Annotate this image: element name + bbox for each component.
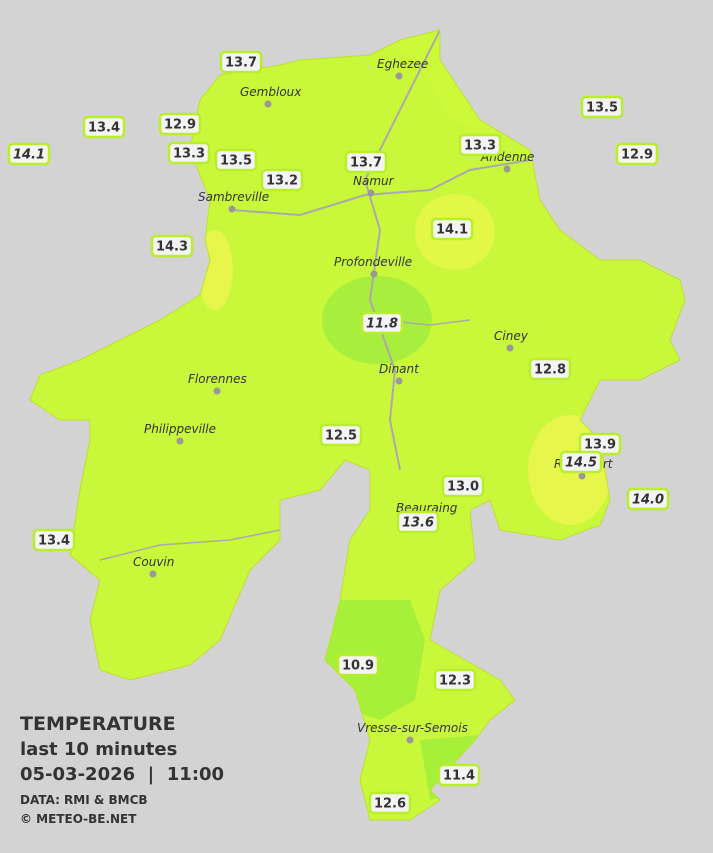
city-dot [213, 387, 221, 395]
city-label: Philippeville [144, 422, 216, 436]
river [231, 159, 531, 217]
temp-box [441, 474, 485, 498]
temp-label: 13.0 [447, 480, 479, 495]
temp-label: 13.5 [220, 154, 252, 169]
temp-label: 14.3 [156, 240, 188, 255]
river [363, 30, 441, 471]
river [99, 529, 281, 561]
city-dot [370, 270, 378, 278]
city-dot [176, 437, 184, 445]
temperatures: 13.7 13.4 14.1 12.9 13.3 13.5 13.2 13.7 13.3 13.5… [7, 50, 670, 815]
city-dot [228, 205, 236, 213]
city-dot [503, 165, 511, 173]
cities: EghezeeGemblouxAndenneNamurSambrevillePr… [133, 57, 614, 744]
warm-zone [197, 230, 233, 310]
temp-box [214, 148, 258, 172]
temp-label: 13.3 [173, 147, 205, 162]
temp-box [559, 450, 603, 474]
temp-label: 12.3 [439, 674, 471, 689]
temp-label: 14.1 [13, 148, 45, 163]
temp-label: 13.4 [88, 121, 120, 136]
temp-box [336, 653, 380, 677]
temp-label: 13.9 [584, 438, 616, 453]
temp-label: 12.9 [621, 148, 653, 163]
temp-label: 11.4 [443, 769, 475, 784]
temp-box [433, 668, 477, 692]
temp-box [260, 168, 304, 192]
city-label: Eghezee [377, 57, 428, 71]
temp-label: 12.5 [325, 429, 357, 444]
temp-box [150, 234, 194, 258]
temp-box [344, 150, 388, 174]
city-label: Profondeville [334, 255, 412, 269]
city-dot [367, 189, 375, 197]
city-dot [406, 736, 414, 744]
city-label: Florennes [188, 372, 247, 386]
temp-box [167, 141, 211, 165]
temp-box [7, 142, 51, 166]
temp-box [82, 115, 126, 139]
city-label: Sambreville [198, 190, 269, 204]
temp-box [396, 510, 440, 534]
temp-label: 14.1 [436, 223, 468, 238]
city-dot [506, 344, 514, 352]
temp-box [158, 112, 202, 136]
temp-box [615, 142, 659, 166]
legend-datetime: 05-03-2026 | 11:00 [20, 764, 224, 785]
temp-label: 13.3 [464, 139, 496, 154]
city-dot [578, 472, 586, 480]
city-dot [149, 570, 157, 578]
legend-copyright: © METEO-BE.NET [20, 812, 137, 826]
temp-label: 14.5 [565, 456, 597, 471]
temp-box [580, 95, 624, 119]
temp-label: 11.8 [366, 317, 398, 332]
temp-box [32, 528, 76, 552]
legend-period: last 10 minutes [20, 739, 177, 760]
temp-label: 13.5 [586, 101, 618, 116]
temp-box [437, 763, 481, 787]
temp-label: 13.7 [350, 156, 382, 171]
temp-box [458, 133, 502, 157]
temp-box [319, 423, 363, 447]
temp-box [368, 791, 412, 815]
temp-label: 12.6 [374, 797, 406, 812]
temp-label: 13.7 [225, 56, 257, 71]
legend-title: TEMPERATURE [20, 713, 176, 735]
temp-box [360, 311, 404, 335]
city-dot [264, 100, 272, 108]
city-label: Dinant [379, 362, 420, 376]
city-dot [395, 72, 403, 80]
temp-label: 12.9 [164, 118, 196, 133]
temp-label: 12.8 [534, 363, 566, 378]
city-label: Vresse-sur-Semois [357, 721, 468, 735]
temp-label: 10.9 [342, 659, 374, 674]
temp-label: 14.0 [632, 493, 664, 508]
city-label: Ciney [494, 329, 529, 343]
temp-label: 13.6 [402, 516, 434, 531]
legend-source: DATA: RMI & BMCB [20, 793, 148, 807]
temp-label: 13.2 [266, 174, 298, 189]
city-label: Gembloux [240, 85, 302, 99]
city-label: Namur [353, 174, 395, 188]
temp-box [626, 487, 670, 511]
city-dot [395, 377, 403, 385]
temp-box [528, 357, 572, 381]
temp-label: 13.4 [38, 534, 70, 549]
city-label: Couvin [133, 555, 174, 569]
temp-box [219, 50, 263, 74]
temp-box [430, 217, 474, 241]
